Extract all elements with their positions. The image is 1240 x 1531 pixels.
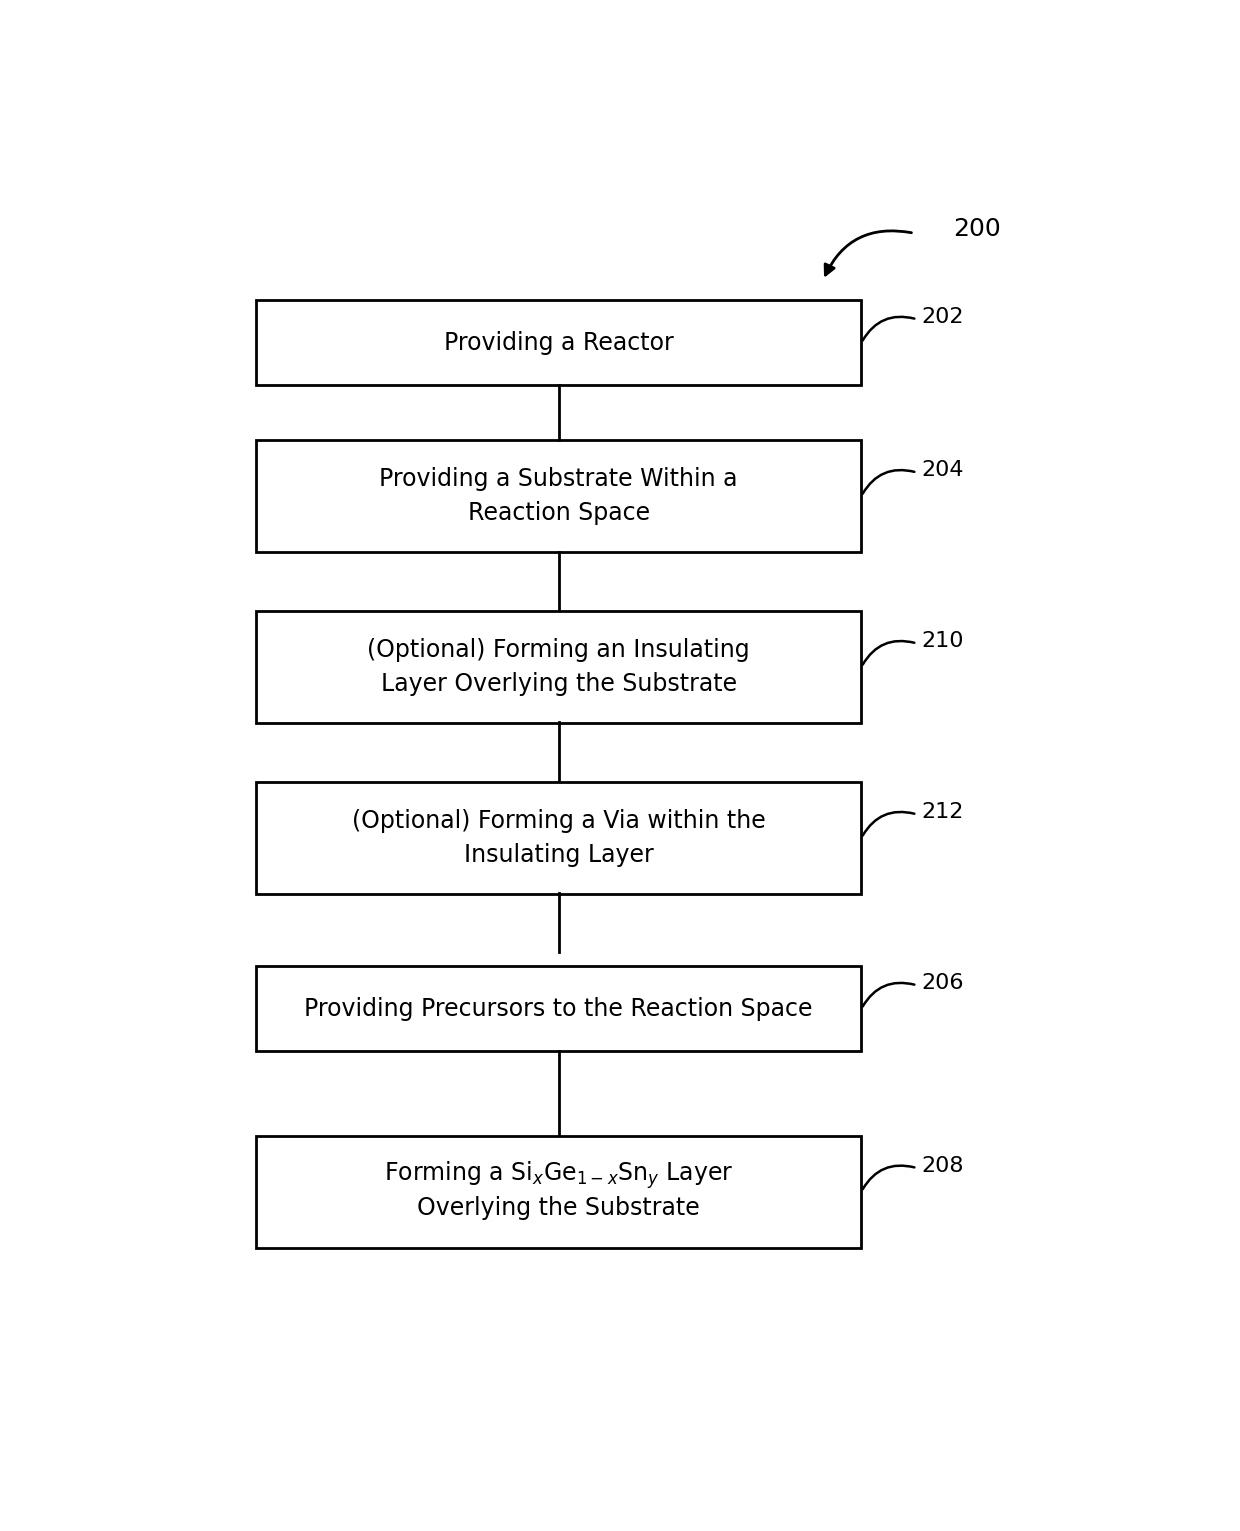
Text: (Optional) Forming a Via within the: (Optional) Forming a Via within the: [352, 810, 765, 833]
Bar: [255, 439, 862, 553]
Bar: [255, 611, 862, 723]
Text: 206: 206: [921, 974, 963, 994]
Text: Providing a Reactor: Providing a Reactor: [444, 331, 673, 355]
Text: Providing a Substrate Within a: Providing a Substrate Within a: [379, 467, 738, 491]
Text: Layer Overlying the Substrate: Layer Overlying the Substrate: [381, 672, 737, 697]
Bar: [255, 966, 862, 1052]
Text: 200: 200: [952, 216, 1001, 240]
Text: 202: 202: [921, 306, 963, 328]
Text: Forming a Si$_x$Ge$_{1-x}$Sn$_y$ Layer: Forming a Si$_x$Ge$_{1-x}$Sn$_y$ Layer: [384, 1159, 733, 1191]
Text: Providing Precursors to the Reaction Space: Providing Precursors to the Reaction Spa…: [304, 997, 813, 1021]
Text: (Optional) Forming an Insulating: (Optional) Forming an Insulating: [367, 638, 750, 663]
Text: 212: 212: [921, 802, 963, 822]
Text: 204: 204: [921, 461, 963, 481]
Bar: [255, 1136, 862, 1248]
Text: Overlying the Substrate: Overlying the Substrate: [417, 1196, 701, 1220]
Text: 208: 208: [921, 1156, 963, 1176]
Text: Reaction Space: Reaction Space: [467, 501, 650, 525]
Bar: [255, 300, 862, 386]
Text: 210: 210: [921, 631, 963, 651]
Text: Insulating Layer: Insulating Layer: [464, 842, 653, 867]
Bar: [255, 782, 862, 894]
